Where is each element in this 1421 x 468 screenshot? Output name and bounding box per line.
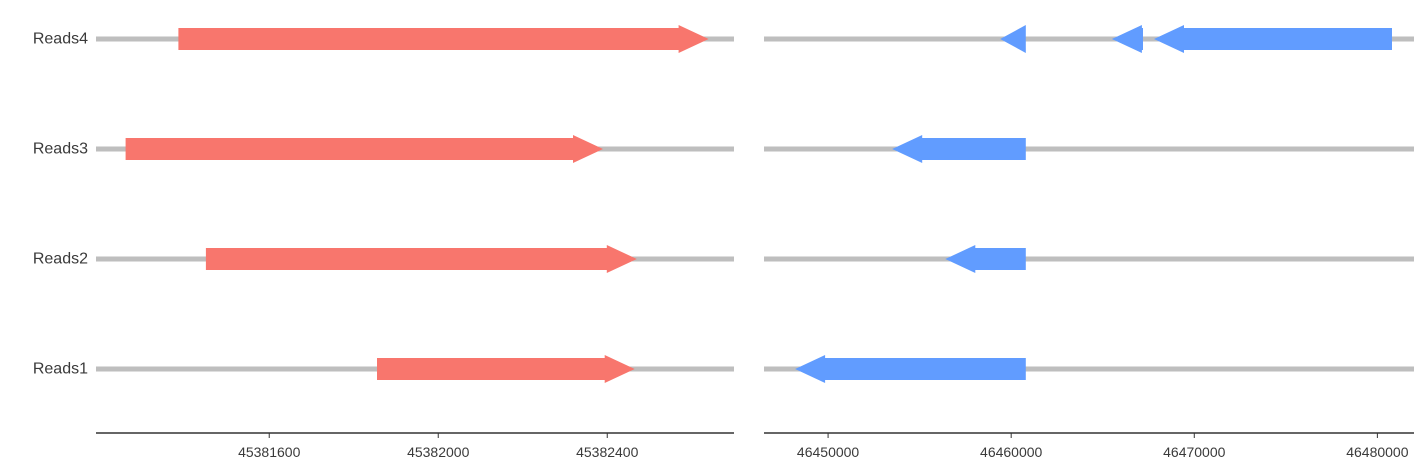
row-label-reads1: Reads1 xyxy=(33,361,88,378)
x-tick-label-right-2: 46470000 xyxy=(1163,444,1226,460)
read-arrow-reads4-right-5 xyxy=(1154,25,1392,53)
x-tick-label-right-1: 46460000 xyxy=(980,444,1043,460)
x-tick-label-right-0: 46450000 xyxy=(797,444,860,460)
axes: 45381600 45382000 45382400 46450000 46460000… xyxy=(96,432,1414,460)
read-arrow-reads1-right-0 xyxy=(795,355,1026,383)
read-arrow-reads4-left-3 xyxy=(178,25,709,53)
segments xyxy=(125,25,1392,383)
x-tick-label-left-1: 45382000 xyxy=(407,444,470,460)
read-arrow-reads3-right-2 xyxy=(892,135,1026,163)
tracks xyxy=(96,36,1414,372)
row-labels: Reads4 Reads3 Reads2 Reads1 xyxy=(33,31,88,378)
x-tick-label-left-2: 45382400 xyxy=(576,444,639,460)
x-tick-label-left-0: 45381600 xyxy=(238,444,301,460)
row-label-reads4: Reads4 xyxy=(33,31,88,48)
row-label-reads3: Reads3 xyxy=(33,141,88,158)
read-arrow-reads3-left-2 xyxy=(125,135,603,163)
read-arrow-reads2-right-1 xyxy=(945,245,1026,273)
row-label-reads2: Reads2 xyxy=(33,251,88,268)
read-arrow-reads4-right-3 xyxy=(1000,25,1026,53)
x-tick-label-right-3: 46480000 xyxy=(1346,444,1409,460)
read-arrow-reads4-right-4 xyxy=(1111,25,1143,53)
read-arrow-reads2-left-1 xyxy=(205,245,637,273)
read-arrow-reads1-left-0 xyxy=(377,355,635,383)
